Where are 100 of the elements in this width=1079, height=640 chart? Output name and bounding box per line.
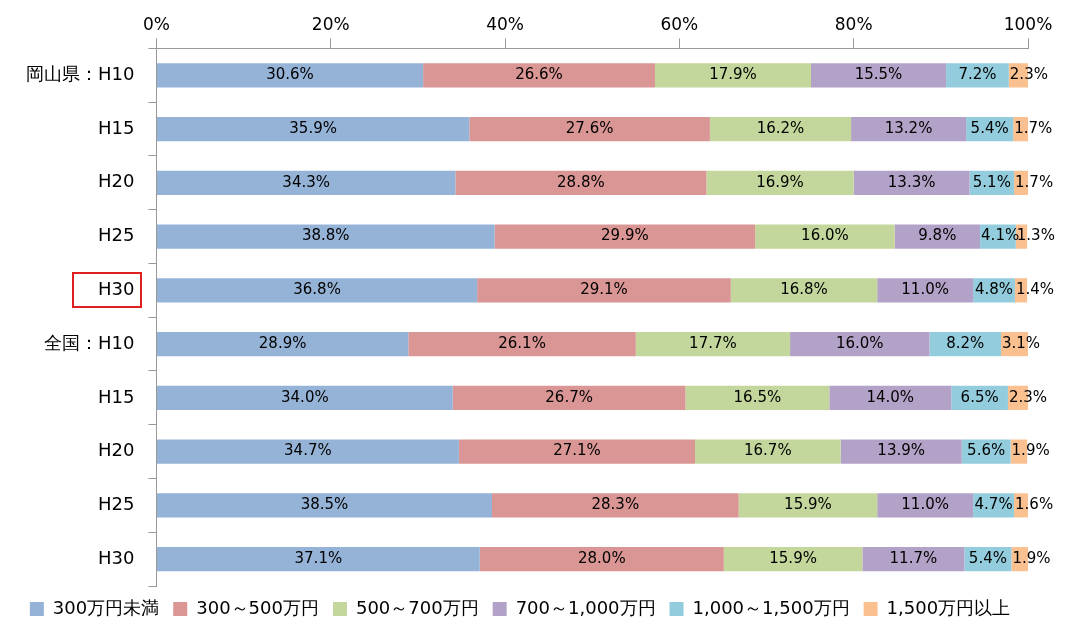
data-label: 38.8% [301, 226, 350, 245]
data-label: 11.7% [889, 549, 938, 568]
data-label: 7.2% [958, 65, 997, 84]
x-tick-label: 80% [834, 13, 873, 34]
bar [790, 331, 930, 357]
bar [829, 385, 952, 410]
data-label: 26.6% [515, 65, 563, 84]
data-label: 5.4% [970, 118, 1009, 137]
data-label: 1.4% [1015, 280, 1055, 299]
bar [709, 116, 852, 142]
bar [156, 385, 453, 410]
data-label: 34.7% [284, 441, 332, 460]
bar [810, 63, 947, 88]
data-label: 17.9% [709, 65, 757, 84]
bar [723, 547, 863, 572]
bar [156, 493, 492, 518]
data-label: 17.7% [689, 333, 737, 352]
bar [894, 224, 981, 249]
data-label: 16.5% [733, 387, 782, 406]
bar [706, 170, 854, 195]
x-tick-label: 60% [660, 13, 699, 34]
y-tick-label: H25 [97, 224, 135, 246]
bar [685, 385, 830, 410]
data-label: 30.6% [266, 65, 314, 84]
data-label: 34.0% [281, 387, 329, 406]
data-label: 26.7% [545, 387, 593, 406]
legend-label: 700～1,000万円 [515, 596, 656, 618]
data-label: 5.1% [972, 172, 1011, 191]
bar [635, 331, 791, 357]
data-label: 4.8% [974, 280, 1014, 299]
y-tick-label: H20 [97, 439, 135, 461]
data-label: 14.0% [866, 387, 915, 406]
data-label: 3.1% [1001, 333, 1041, 352]
data-label: 2.3% [1008, 387, 1048, 406]
data-label: 6.5% [960, 387, 999, 406]
data-label: 9.8% [918, 226, 957, 245]
data-label: 27.6% [565, 118, 614, 137]
legend-label: 300万円未満 [52, 596, 160, 618]
bar [156, 331, 409, 357]
data-label: 11.0% [901, 280, 949, 299]
bar [738, 493, 878, 518]
y-tick-label: H30 [97, 546, 135, 568]
bar [408, 331, 636, 357]
y-tick-label: H20 [97, 170, 135, 192]
y-tick-label: H25 [97, 493, 135, 515]
bar [730, 278, 878, 303]
legend-label: 1,000～1,500万円 [692, 596, 850, 618]
bar [862, 547, 965, 572]
data-label: 36.8% [293, 280, 341, 299]
bar [695, 439, 841, 464]
bar [156, 63, 424, 88]
bar [156, 278, 478, 303]
data-label: 16.7% [744, 441, 792, 460]
legend-label: 1,500万円以上 [886, 596, 1011, 618]
x-tick-label: 20% [311, 13, 350, 34]
data-label: 4.1% [981, 226, 1020, 245]
y-tick-label: 岡山県：H10 [25, 62, 135, 84]
bar [851, 116, 967, 142]
data-label: 16.0% [801, 226, 849, 245]
data-label: 1.9% [1011, 441, 1050, 460]
data-label: 13.9% [877, 441, 926, 460]
bar [455, 170, 707, 195]
data-label: 37.1% [294, 549, 343, 568]
bar [452, 385, 686, 410]
bar [479, 547, 724, 572]
data-label: 4.7% [974, 495, 1013, 514]
data-label: 1.6% [1015, 495, 1054, 514]
data-label: 35.9% [289, 118, 337, 137]
x-tick-label: 100% [1003, 13, 1053, 34]
data-label: 16.9% [756, 172, 804, 191]
bar [458, 439, 696, 464]
data-label: 34.3% [282, 172, 330, 191]
bar [423, 63, 655, 88]
data-label: 16.0% [835, 333, 884, 352]
y-tick-label: 全国：H10 [43, 331, 135, 353]
data-label: 11.0% [901, 495, 949, 514]
data-label: 13.2% [884, 118, 933, 137]
data-label: 38.5% [300, 495, 349, 514]
data-label: 1.9% [1012, 549, 1051, 568]
data-label: 13.3% [887, 172, 936, 191]
x-tick-label: 40% [486, 13, 524, 34]
data-label: 1.7% [1015, 172, 1054, 191]
x-tick-label: 0% [142, 13, 170, 34]
data-label: 5.4% [968, 549, 1007, 568]
data-label: 16.8% [780, 280, 828, 299]
data-label: 28.3% [591, 495, 640, 514]
data-label: 29.1% [580, 280, 628, 299]
data-label: 29.9% [601, 226, 649, 245]
bar [491, 493, 739, 518]
data-label: 27.1% [553, 441, 601, 460]
bar [853, 170, 970, 195]
bar [494, 224, 756, 249]
bar [755, 224, 895, 249]
data-label: 28.9% [258, 333, 307, 352]
bar [654, 63, 811, 88]
data-label: 1.7% [1014, 118, 1053, 137]
bar [469, 116, 710, 142]
bar [156, 116, 470, 142]
data-label: 2.3% [1009, 65, 1048, 84]
data-label: 26.1% [498, 333, 546, 352]
